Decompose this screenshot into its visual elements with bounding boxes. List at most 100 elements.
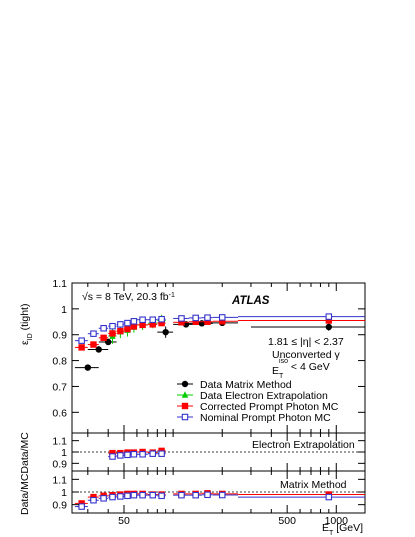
main-point xyxy=(158,315,165,323)
ratio0-y-tick-label: 1.1 xyxy=(52,436,67,448)
ratio0-point xyxy=(149,450,156,457)
ratio1-point xyxy=(325,493,333,501)
ratio1-y-tick-label: 1.1 xyxy=(52,474,67,486)
main-point xyxy=(325,323,333,331)
ratio1-point xyxy=(178,491,185,499)
isolation-label: ETiso < 4 GeV xyxy=(272,358,330,380)
ratio0-point xyxy=(109,449,116,457)
main-point xyxy=(325,313,333,320)
main-point xyxy=(218,314,226,321)
main-point xyxy=(109,330,116,337)
main-point xyxy=(109,322,116,330)
main-point xyxy=(117,327,124,335)
ratio0-point xyxy=(117,452,124,459)
main-point xyxy=(192,314,199,322)
ratio1-point xyxy=(139,491,146,499)
main-y-tick-label: 0.7 xyxy=(52,381,67,393)
main-point xyxy=(78,337,85,344)
main-series-3 xyxy=(74,313,365,344)
ratio0-y-tick-label: 1 xyxy=(61,447,67,459)
main-point xyxy=(158,319,165,327)
main-point xyxy=(204,318,211,325)
ratio1-point xyxy=(204,491,211,499)
ratio1-y-tick-label: 0.9 xyxy=(52,500,67,512)
legend-entry-0: Data Matrix Method xyxy=(177,379,292,391)
legend-marker xyxy=(181,402,189,410)
legend-entry-1: Data Electron Extrapolation xyxy=(177,390,328,402)
main-point xyxy=(130,323,138,330)
ratio1-point xyxy=(158,492,165,500)
main-panel: 0.6 0.7 0.8 0.9 1 1.1 √s = 8 TeV, 20.3 fb-1 A… xyxy=(19,278,366,434)
main-point xyxy=(139,316,146,323)
main-y-axis-title: εID (tight) xyxy=(19,304,34,345)
main-point xyxy=(90,341,97,348)
legend-marker xyxy=(181,413,189,421)
main-point xyxy=(130,318,138,325)
main-point xyxy=(149,321,156,328)
main-point xyxy=(204,314,211,321)
main-point xyxy=(124,325,131,333)
main-point xyxy=(325,317,333,324)
main-point xyxy=(149,316,156,323)
x-tick-label: 1000 xyxy=(325,515,349,527)
ratio1-y-tick-label: 1 xyxy=(61,487,67,499)
ratio0-point xyxy=(109,453,116,460)
main-y-tick-label: 0.8 xyxy=(52,356,67,368)
main-point xyxy=(178,319,185,326)
legend-entry-2: Corrected Prompt Photon MC xyxy=(177,401,339,413)
ratio-panel-matrix-plot-area xyxy=(72,471,365,513)
main-point xyxy=(219,318,226,325)
main-point xyxy=(139,321,146,329)
ratio0-point xyxy=(130,451,138,458)
ratio1-point xyxy=(130,491,138,499)
x-tick-label: 50 xyxy=(118,515,130,527)
main-y-axis: 0.6 0.7 0.8 0.9 1 1.1 xyxy=(52,278,365,419)
main-point xyxy=(124,319,131,327)
legend-entry-3: Nominal Prompt Photon MC xyxy=(177,412,331,424)
ratio-panel-matrix: 0.911.1 Matrix Method xyxy=(52,470,366,514)
main-point xyxy=(198,320,206,327)
ratio1-point xyxy=(100,495,107,502)
main-point xyxy=(178,315,185,322)
ratio1-point xyxy=(78,503,85,510)
main-y-tick-label: 0.6 xyxy=(52,407,67,419)
main-point xyxy=(192,318,199,325)
ratio-panel-electron: 0.911.1 Electron Extrapolation xyxy=(52,432,366,472)
legend-label: Nominal Prompt Photon MC xyxy=(200,412,331,424)
main-point xyxy=(78,344,85,351)
ratio-panel-electron-title: Electron Extrapolation xyxy=(252,439,355,451)
ratio1-point xyxy=(192,491,199,499)
main-y-tick-label: 0.9 xyxy=(52,330,67,342)
x-tick-label: 500 xyxy=(278,515,296,527)
main-point xyxy=(100,334,107,342)
legend-label: Data Matrix Method xyxy=(200,379,292,391)
ratio1-series-1 xyxy=(74,491,365,510)
main-point xyxy=(90,330,97,337)
ratio0-point xyxy=(139,451,146,458)
ratio0-y-tick-label: 0.9 xyxy=(52,458,67,470)
ratio-panel-electron-plot-area xyxy=(72,433,365,471)
ratio-panel-matrix-title: Matrix Method xyxy=(280,479,347,491)
ratio1-point xyxy=(90,496,97,504)
ratio0-point xyxy=(124,451,131,459)
main-point xyxy=(162,328,169,336)
legend-label: Data Electron Extrapolation xyxy=(200,390,328,402)
x-axis: 50 500 1000 xyxy=(118,515,348,527)
main-y-tick-label: 1 xyxy=(61,304,67,316)
x-axis-title: ET [GeV] xyxy=(322,522,363,537)
ratio1-point xyxy=(117,493,124,500)
energy-label: √s = 8 TeV, 20.3 fb-1 xyxy=(82,291,175,303)
ratio0-series-1 xyxy=(108,450,166,460)
legend-marker xyxy=(181,380,189,388)
ratio-y-axis-title: Data/MCData/MC xyxy=(19,432,31,515)
legend-label: Corrected Prompt Photon MC xyxy=(200,401,339,413)
ratio-panel-electron-y-axis: 0.911.1 xyxy=(52,436,365,470)
ratio0-point xyxy=(158,450,165,457)
ratio1-point xyxy=(218,491,226,499)
ratio1-point xyxy=(124,492,131,500)
conversion-label: Unconverted γ xyxy=(272,349,340,361)
atlas-label: ATLAS xyxy=(231,295,270,307)
main-point xyxy=(84,364,92,371)
